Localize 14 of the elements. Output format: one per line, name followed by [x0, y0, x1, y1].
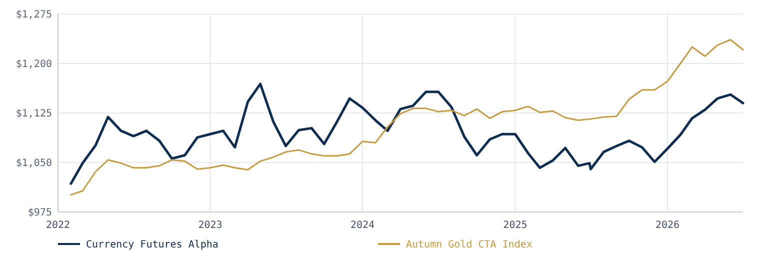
x-tick-label: 2025 [503, 220, 528, 231]
y-tick-label: $1,275 [16, 10, 52, 20]
line-series [70, 38, 744, 196]
x-tick-label: 2022 [46, 220, 70, 231]
legend-label: Autumn Gold CTA Index [406, 240, 532, 250]
y-tick-label: $975 [28, 208, 52, 218]
y-tick-label: $1,050 [16, 158, 52, 169]
x-tick-label: 2024 [350, 220, 375, 231]
y-tick-label: $1,125 [16, 108, 52, 120]
x-tick-label: 2026 [655, 220, 680, 231]
line-series [70, 82, 744, 185]
x-tick-label: 2023 [198, 220, 222, 231]
legend-label: Currency Futures Alpha [86, 240, 218, 250]
y-tick-label: $1,200 [16, 59, 52, 70]
